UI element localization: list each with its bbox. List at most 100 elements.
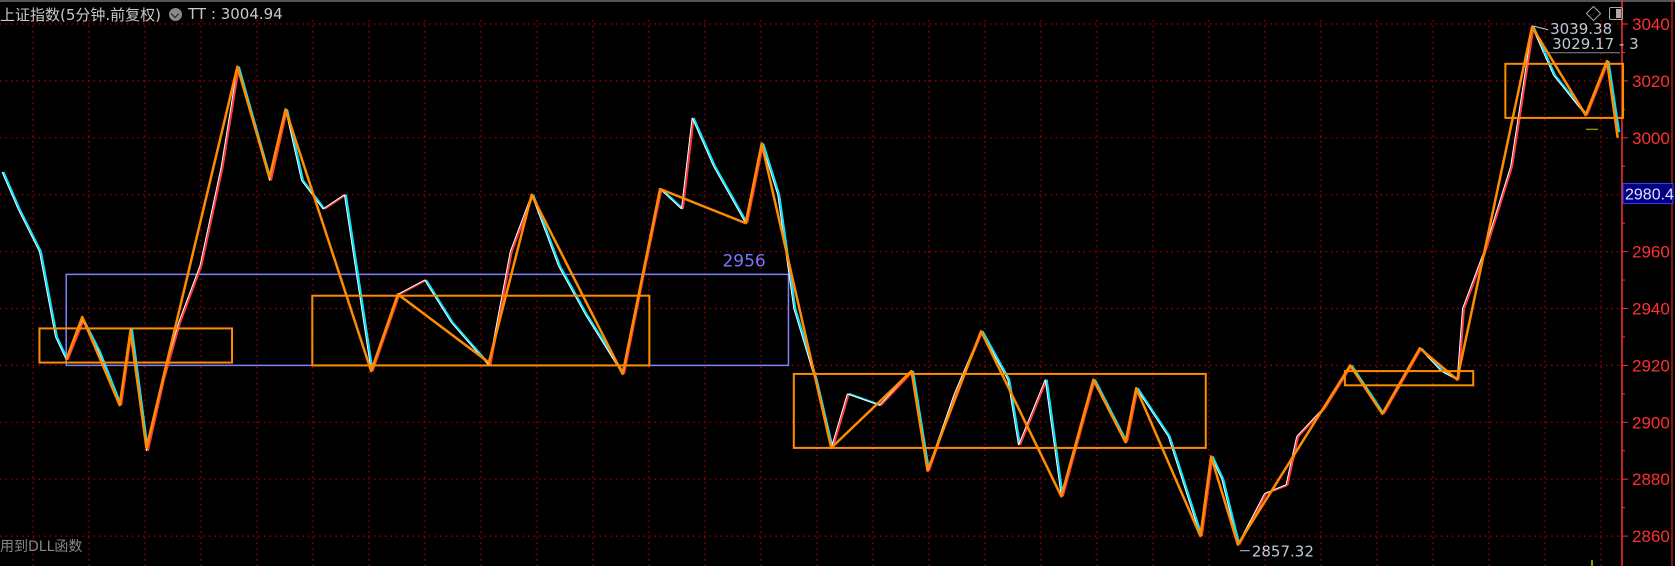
price-segment <box>2 171 21 210</box>
price-segment <box>163 322 182 380</box>
price-segment <box>1211 456 1225 480</box>
price-line-segment <box>1462 251 1485 309</box>
price-segment <box>270 109 289 181</box>
chart-toolbar <box>1585 5 1623 22</box>
price-segment <box>1382 347 1423 415</box>
range-box-label: 2956 <box>722 251 765 271</box>
price-segment <box>98 350 123 406</box>
y-axis-tick-label: 3040 <box>1632 15 1670 34</box>
y-axis-tick-label: 2860 <box>1632 527 1670 546</box>
price-segment <box>1045 379 1064 497</box>
price-line-segment <box>17 208 40 252</box>
price-segment <box>1094 379 1128 443</box>
price-line-segment <box>557 265 586 315</box>
consolidation-box <box>792 372 1207 449</box>
y-axis-tick-label: 2900 <box>1632 413 1670 432</box>
y-axis-tick-label: 2940 <box>1632 300 1670 319</box>
y-axis-tick-label: 2880 <box>1632 470 1670 489</box>
diamond-icon[interactable] <box>1585 5 1602 22</box>
price-segment <box>1136 387 1171 438</box>
chevron-down-circle-icon[interactable] <box>169 7 183 21</box>
price-line-segment <box>55 336 67 360</box>
price-segment <box>1008 379 1021 446</box>
price-segment <box>323 193 347 210</box>
price-segment <box>146 379 165 451</box>
price-segment <box>746 143 765 224</box>
price-segment <box>200 166 224 267</box>
current-price-badge <box>1622 183 1674 205</box>
price-line-segment <box>178 265 201 323</box>
price-line-segment <box>343 194 372 372</box>
price-segment <box>398 279 427 296</box>
price-segment <box>1511 26 1535 167</box>
price-segment <box>762 143 781 195</box>
price-segment <box>371 293 401 372</box>
price-segment <box>1607 60 1621 133</box>
price-line-segment <box>847 393 880 406</box>
y-axis-tick-label: 2920 <box>1632 356 1670 375</box>
price-segment <box>344 194 374 372</box>
high-price-label: 3039.38 <box>1550 20 1612 38</box>
price-line-segment <box>1135 387 1169 437</box>
indicator-label: TT <box>188 5 207 23</box>
price-line-segment <box>1510 26 1533 167</box>
price-line-segment <box>1 171 19 210</box>
price-segment <box>912 370 931 471</box>
price-line-segment <box>659 188 682 210</box>
price-segment <box>1200 456 1214 537</box>
price-segment <box>1126 387 1139 443</box>
consolidation-box <box>1343 370 1475 387</box>
price-line-segment <box>38 251 56 338</box>
price-segment <box>66 319 85 361</box>
price-line-segment <box>713 166 747 224</box>
price-line-segment <box>1264 484 1287 494</box>
price-segment <box>425 279 454 324</box>
price-segment <box>56 336 69 361</box>
price-line-segment <box>1018 379 1046 446</box>
price-line-segment <box>830 393 848 449</box>
price-line-segment <box>424 279 452 323</box>
secondary-price-label: 3029.17 - 3 <box>1552 35 1639 53</box>
price-line-segment <box>199 166 222 266</box>
price-segment <box>848 392 882 407</box>
price-segment <box>18 208 42 253</box>
low-price-label: 2857.32 <box>1252 543 1314 561</box>
price-segment <box>39 251 58 338</box>
price-segment <box>221 66 240 167</box>
price-segment <box>1019 379 1048 446</box>
price-segment <box>1286 436 1300 486</box>
top-border <box>0 0 1675 2</box>
price-segment <box>1484 165 1514 252</box>
indicator-separator: : <box>206 5 221 23</box>
price-line-segment <box>793 308 816 380</box>
price-segment <box>1168 436 1203 537</box>
price-line-segment <box>1296 407 1324 437</box>
price-line-segment <box>680 117 693 209</box>
price-line-segment <box>531 194 559 267</box>
indicator-value: 3004.94 <box>220 5 283 23</box>
current-price-label: 2980.4 <box>1625 187 1674 204</box>
price-segment <box>714 165 749 224</box>
zigzag-line <box>65 25 1619 546</box>
price-segment <box>692 117 716 167</box>
y-axis-tick-label: 3000 <box>1632 129 1670 148</box>
price-segment <box>1222 478 1241 545</box>
range-box <box>65 273 790 367</box>
consolidation-box <box>1504 62 1625 119</box>
price-segment <box>681 117 695 210</box>
price-segment <box>559 265 588 315</box>
price-segment <box>981 330 1011 381</box>
dll-notice: 用到DLL函数 <box>0 539 83 555</box>
price-line-segment <box>322 194 345 210</box>
price-segment <box>179 265 203 324</box>
chart-title: 上证指数(5分钟.前复权) <box>0 5 162 24</box>
price-line-segment <box>397 279 425 295</box>
price-segment <box>1324 364 1353 409</box>
price-line-segment <box>1044 379 1062 497</box>
price-segment <box>880 370 914 406</box>
price-line-segment <box>1167 436 1201 537</box>
high-pointer <box>1531 25 1549 31</box>
panel-toggle-icon[interactable] <box>1609 7 1623 20</box>
price-segment <box>831 393 850 449</box>
